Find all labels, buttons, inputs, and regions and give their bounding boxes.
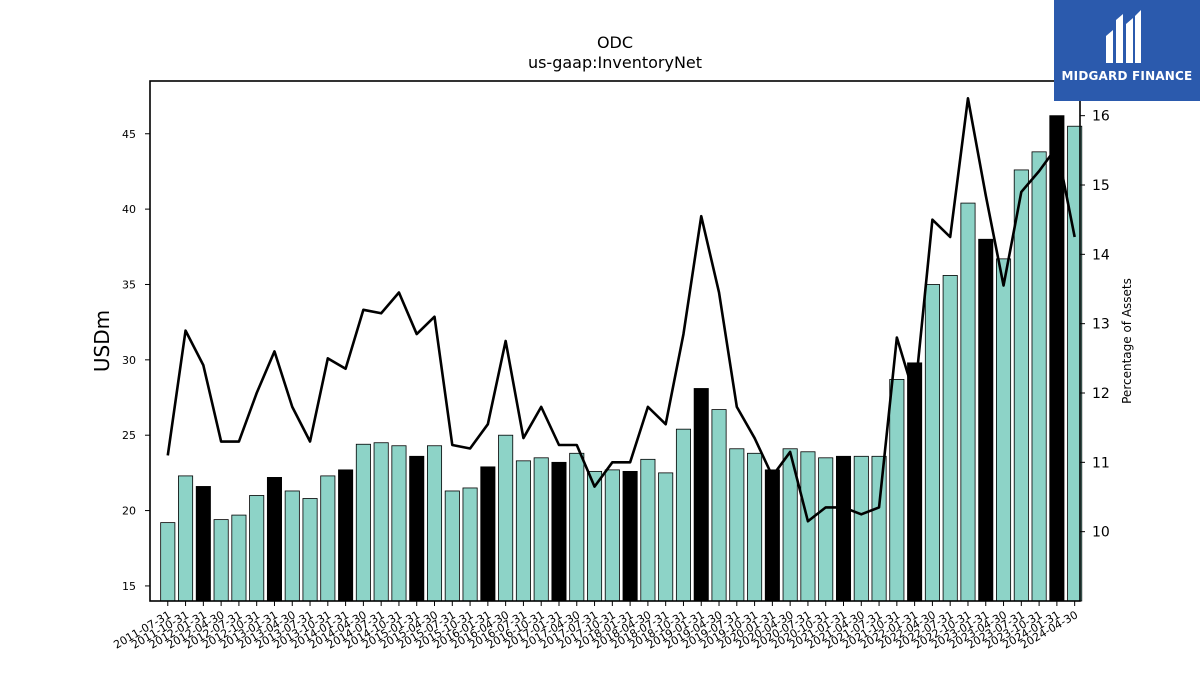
bar <box>1031 151 1047 602</box>
y2-tick-label: 10 <box>1092 525 1110 541</box>
bar <box>996 258 1012 602</box>
y-tick-label: 30 <box>122 354 136 367</box>
y2-tick-label: 14 <box>1092 247 1110 263</box>
bar <box>284 490 300 602</box>
bar <box>551 461 567 602</box>
y-tick-label: 45 <box>122 128 136 141</box>
bar <box>1013 169 1029 602</box>
midgard-finance-logo: MIDGARD FINANCE <box>1054 0 1200 101</box>
bar <box>693 388 709 602</box>
bar <box>355 443 371 602</box>
bar <box>515 460 531 602</box>
bar-series <box>160 115 1083 602</box>
right-axis-ticks: 10 11 12 13 14 15 16 <box>1080 109 1110 541</box>
bar <box>533 457 549 602</box>
bar <box>675 428 691 602</box>
x-axis-ticks: 2011-07-312011-10-312012-01-312012-04-30… <box>111 601 1080 652</box>
y2-tick-label: 12 <box>1092 386 1110 402</box>
bar <box>942 275 958 602</box>
bar <box>889 379 905 602</box>
bar <box>978 238 994 602</box>
y-axis-label: USDm <box>90 310 114 372</box>
bar <box>569 452 585 602</box>
axes <box>149 80 1081 602</box>
bar <box>213 519 229 602</box>
bar <box>747 452 763 602</box>
y-tick-label: 25 <box>122 429 136 442</box>
bar <box>498 434 514 602</box>
bar <box>320 475 336 602</box>
bar <box>409 455 425 602</box>
bar <box>444 490 460 602</box>
y-tick-label: 20 <box>122 505 136 518</box>
y2-tick-label: 16 <box>1092 109 1110 125</box>
logo-mark-icon <box>1106 10 1141 63</box>
y2-tick-label: 15 <box>1092 178 1110 194</box>
y-tick-label: 35 <box>122 278 136 291</box>
chart-title: ODC <box>597 33 633 52</box>
y2-tick-label: 11 <box>1092 455 1110 471</box>
bar <box>338 469 354 602</box>
bar <box>302 498 318 602</box>
bar <box>907 362 923 602</box>
bar <box>266 477 282 602</box>
bar <box>231 514 247 602</box>
bar <box>658 472 674 602</box>
bar <box>604 469 620 602</box>
bar <box>960 202 976 602</box>
bar <box>622 470 638 602</box>
bar <box>178 475 194 602</box>
bar <box>711 409 727 602</box>
y2-tick-label: 13 <box>1092 317 1110 333</box>
bar <box>640 458 656 602</box>
bar <box>924 284 940 602</box>
bar <box>195 486 211 602</box>
bar <box>835 455 852 602</box>
line-path <box>166 97 1076 523</box>
bar <box>391 445 407 602</box>
bar <box>764 469 780 602</box>
bar <box>249 495 265 602</box>
bar <box>1049 115 1065 602</box>
plot-frame <box>149 80 1081 602</box>
y-tick-label: 15 <box>122 580 136 593</box>
bar <box>729 448 745 602</box>
bar <box>853 455 869 602</box>
logo-text: MIDGARD FINANCE <box>1061 69 1193 83</box>
bar <box>871 455 887 602</box>
bar <box>818 457 834 602</box>
bar <box>587 470 603 602</box>
bar <box>426 445 443 602</box>
line-series <box>166 97 1076 523</box>
bar <box>480 466 496 602</box>
bar <box>462 487 478 602</box>
y-tick-label: 40 <box>122 203 136 216</box>
chart-subtitle: us-gaap:InventoryNet <box>528 53 702 72</box>
bar <box>160 522 176 602</box>
left-axis-ticks: 15 20 25 30 35 40 45 <box>122 128 150 593</box>
bar <box>800 451 816 602</box>
bar <box>373 442 389 602</box>
y2-axis-label: Percentage of Assets <box>1120 278 1134 404</box>
